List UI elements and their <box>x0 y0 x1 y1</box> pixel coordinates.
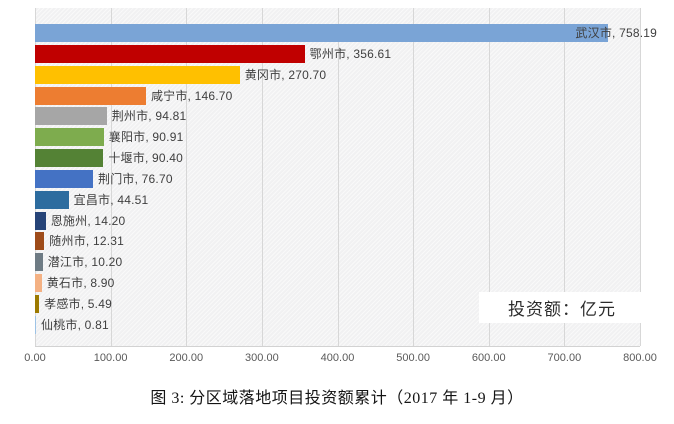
bar-value-label: 荆门市, 76.70 <box>98 171 173 186</box>
bar-value-label: 武汉市, 758.19 <box>575 26 657 40</box>
gridline <box>413 8 415 346</box>
bar-value-label: 恩施州, 14.20 <box>50 213 126 228</box>
x-axis-tick-label: 100.00 <box>93 352 128 364</box>
x-axis-tick-label: 700.00 <box>547 352 582 364</box>
x-axis-tick-label: 500.00 <box>396 352 430 364</box>
bar-value-label: 仙桃市, 0.81 <box>41 317 109 332</box>
bar-row: 仙桃市, 0.81 <box>35 315 640 334</box>
gridline <box>337 8 339 346</box>
bar-潜江市 <box>35 253 43 272</box>
bar-value-label: 孝感市, 5.49 <box>44 296 112 311</box>
gridline <box>640 8 641 346</box>
bar-row: 黄石市, 8.90 <box>35 274 640 293</box>
bar-row: 黄冈市, 270.70 <box>35 65 640 84</box>
bar-row: 随州市, 12.31 <box>35 232 640 251</box>
bar-宜昌市 <box>35 190 69 209</box>
x-axis-tick-label: 200.00 <box>169 352 204 364</box>
bar-value-label: 十堰市, 90.40 <box>108 151 184 166</box>
bar-武汉市 <box>35 24 609 42</box>
bar-value-label: 黄冈市, 270.70 <box>244 67 327 82</box>
bar-孝感市 <box>35 294 40 313</box>
bar-value-label: 荆州市, 94.81 <box>111 109 187 124</box>
bar-襄阳市 <box>35 128 104 147</box>
bar-随州市 <box>35 232 45 251</box>
bar-value-label: 咸宁市, 146.70 <box>150 88 233 103</box>
bar-row: 鄂州市, 356.61 <box>35 44 640 63</box>
bar-row: 荆州市, 94.81 <box>35 107 640 126</box>
bar-row: 孝感市, 5.49 <box>35 294 640 313</box>
bar-value-label: 襄阳市, 90.91 <box>108 130 184 145</box>
x-axis-tick-label: 300.00 <box>245 352 279 364</box>
bar-鄂州市 <box>35 44 305 63</box>
bar-value-label: 随州市, 12.31 <box>49 234 124 249</box>
gridline <box>186 8 188 346</box>
bar-row: 十堰市, 90.40 <box>35 149 640 168</box>
gridline <box>488 8 490 346</box>
bar-咸宁市 <box>35 86 146 105</box>
bar-黄石市 <box>35 274 42 293</box>
bar-value-label: 黄石市, 8.90 <box>46 276 115 291</box>
bar-value-label: 潜江市, 10.20 <box>47 255 123 270</box>
x-axis-tick-label: 400.00 <box>320 352 355 364</box>
bar-黄冈市 <box>35 65 240 84</box>
bar-row: 武汉市, 758.19 <box>35 24 657 42</box>
gridline <box>110 8 112 346</box>
bar-value-label: 宜昌市, 44.51 <box>73 192 149 207</box>
bar-row: 襄阳市, 90.91 <box>35 128 640 147</box>
bar-荆门市 <box>35 169 93 188</box>
x-axis: 0.00 100.00 200.00 300.00 400.00 500.00 600.00… <box>0 352 674 368</box>
x-axis-tick-label: 800.00 <box>623 352 657 364</box>
x-axis-tick-label: 0.00 <box>24 352 46 364</box>
bar-row: 宜昌市, 44.51 <box>35 190 640 209</box>
plot-area: 武汉市, 758.19 鄂州市, 356.61 黄冈市, 270.70 咸宁市, 14… <box>35 8 657 347</box>
bar-value-label: 鄂州市, 356.61 <box>309 46 392 61</box>
bar-row: 潜江市, 10.20 <box>35 253 640 272</box>
bar-恩施州 <box>35 211 46 230</box>
figure-caption: 图 3: 分区域落地项目投资额累计（2017 年 1-9 月） <box>150 390 524 407</box>
bar-仙桃市 <box>35 315 36 334</box>
bar-row: 恩施州, 14.20 <box>35 211 640 230</box>
bar-row: 咸宁市, 146.70 <box>35 86 640 105</box>
x-axis-tick-label: 600.00 <box>471 352 506 364</box>
bars-container: 武汉市, 758.19 鄂州市, 356.61 黄冈市, 270.70 咸宁市, 14… <box>35 24 657 334</box>
bar-row: 荆门市, 76.70 <box>35 169 640 188</box>
unit-label-box: 投资额：亿元 <box>479 292 645 323</box>
gridline <box>564 8 566 346</box>
gridline <box>261 8 263 346</box>
unit-label: 投资额：亿元 <box>508 300 616 319</box>
bar-十堰市 <box>35 149 104 168</box>
bar-荆州市 <box>35 107 107 126</box>
